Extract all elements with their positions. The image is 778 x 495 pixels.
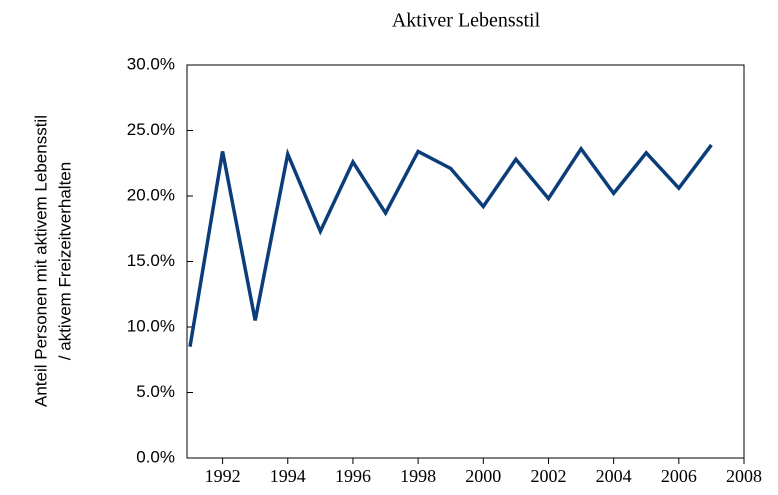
chart-title: Aktiver Lebensstil <box>392 10 541 32</box>
y-axis-label: / aktivem Freizeitverhalten <box>55 162 74 360</box>
y-tick-label: 30.0% <box>127 54 175 73</box>
data-line <box>188 143 713 347</box>
x-tick-label: 1996 <box>335 466 371 486</box>
x-tick-label: 2002 <box>530 466 566 486</box>
x-tick-label: 2008 <box>726 466 762 486</box>
y-tick-label: 0.0% <box>136 447 175 466</box>
y-tick-label: 5.0% <box>136 382 175 401</box>
y-tick-label: 15.0% <box>127 251 175 270</box>
x-tick-label: 1998 <box>400 466 436 486</box>
y-tick-label: 25.0% <box>127 120 175 139</box>
y-tick-label: 20.0% <box>127 185 175 204</box>
x-tick-label: 1994 <box>270 466 306 486</box>
y-axis-label: Anteil Personen mit aktivem Lebensstil <box>31 115 50 407</box>
x-tick-label: 2004 <box>596 466 632 486</box>
x-tick-label: 1992 <box>205 466 241 486</box>
plot-frame <box>186 64 745 459</box>
x-tick-label: 2000 <box>465 466 501 486</box>
x-tick-label: 2006 <box>661 466 697 486</box>
y-tick-label: 10.0% <box>127 316 175 335</box>
